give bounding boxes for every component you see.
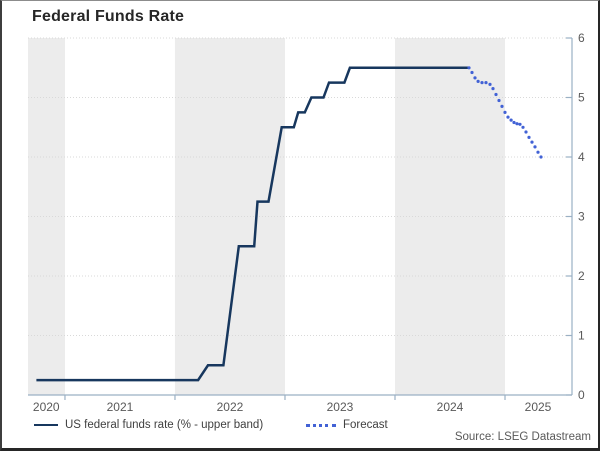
x-tick-label: 2021 [107,400,134,414]
solid-line-swatch-icon [34,424,58,426]
forecast-dot [470,70,474,75]
y-tick-label: 0 [578,388,585,402]
x-tick-label: 2022 [217,400,244,414]
forecast-dot [539,155,543,159]
forecast-dot [473,76,477,80]
forecast-dot [494,92,498,97]
forecast-dot [518,122,522,126]
year-band [394,38,506,395]
forecast-dot [476,79,480,83]
legend-item-rate: US federal funds rate (% - upper band) [34,416,263,434]
legend: US federal funds rate (% - upper band) F… [2,416,598,436]
legend-item-forecast: Forecast [306,416,388,434]
forecast-dot [491,87,495,91]
page-title: Federal Funds Rate [32,8,185,25]
legend-label-forecast: Forecast [343,419,388,431]
forecast-dot [503,110,507,114]
forecast-dot [512,120,516,125]
forecast-dot [530,140,534,144]
x-tick-label: 2024 [437,400,464,414]
forecast-dot [484,81,488,85]
forecast-dot [480,81,484,85]
forecast-dot [533,145,537,149]
legend-label-rate: US federal funds rate (% - upper band) [65,419,264,431]
forecast-dot [515,122,519,126]
forecast-dot [500,104,504,108]
forecast-dot [527,135,531,139]
forecast-dot [521,125,525,129]
forecast-dotted-swatch-icon [306,423,336,427]
y-tick-label: 1 [578,329,585,343]
x-tick-label: 2025 [525,400,552,414]
forecast-dot [467,66,471,70]
y-tick-label: 5 [578,91,585,105]
forecast-dot [509,118,513,122]
forecast-dot [497,98,501,103]
y-tick-label: 2 [578,269,585,283]
y-tick-label: 3 [578,210,585,224]
forecast-dot [536,150,540,154]
x-tick-label: 2020 [33,400,60,414]
x-tick-label: 2023 [327,400,354,414]
source-note: Source: LSEG Datastream [454,431,591,443]
y-tick-label: 6 [578,31,585,45]
forecast-dot [506,115,510,119]
y-tick-label: 4 [578,150,585,164]
forecast-dot [524,130,528,134]
rate-line [36,66,469,382]
forecast-dot [488,82,492,86]
